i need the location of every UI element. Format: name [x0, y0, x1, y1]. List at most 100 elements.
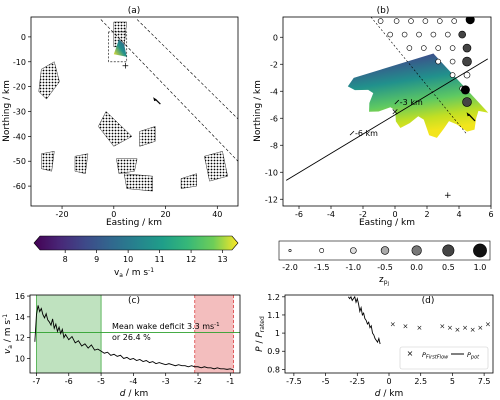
d-xtick-label: 7.5: [478, 377, 491, 386]
b-turbine-marker: [451, 18, 458, 24]
d-firstflow-point: ×: [477, 324, 483, 332]
size-legend-items: -2.0 -1.5 -1.0 -0.5 0.0 0.5 1.0: [282, 243, 487, 272]
size-legend-tick: -1.5: [314, 263, 330, 272]
b-xtick-label: 6: [488, 210, 493, 219]
a-ytick-label: -60: [13, 182, 26, 191]
a-wind-arrow-head: [153, 97, 158, 102]
c-xtick-label: -7: [32, 377, 40, 386]
d-xtick-label: 0: [386, 377, 391, 386]
d-firstflow-point: ×: [417, 324, 423, 332]
colorbar-label: va / m s-1: [114, 267, 154, 279]
c-ytick-label: 12: [15, 334, 25, 343]
panel-c: (c) -7 -6 -5 -4 -3 -2 -1 10 12 14 16 Mean wake de…: [2, 292, 241, 399]
b-turbine-marker: [420, 45, 427, 51]
a-overlays: +: [100, 19, 238, 162]
size-legend: -2.0 -1.5 -1.0 -0.5 0.0 0.5 1.0 zpj: [278, 240, 491, 287]
c-shaded-region: [194, 295, 234, 373]
b-turbine-large: [460, 85, 470, 95]
b-turbine-marker: [406, 45, 413, 51]
b-ytick-label: -8: [270, 141, 278, 150]
d-firstflow-point: ×: [403, 322, 409, 330]
b-turbine-marker: [377, 18, 384, 24]
c-ytick-label: 16: [15, 292, 25, 301]
colorbar-tick-label: 8: [63, 255, 68, 264]
b-xtick-label: 0: [392, 210, 397, 219]
size-legend-marker: [288, 249, 292, 253]
b-ytick-label: -6: [270, 114, 278, 123]
c-xtick-label: -6: [65, 377, 73, 386]
b-turbine-marker: [387, 31, 394, 38]
a-ytick-label: -50: [13, 157, 26, 166]
panel-d-label: (d): [422, 296, 435, 306]
b-turbine-marker: [430, 31, 437, 38]
a-marker-plus: +: [122, 61, 130, 71]
b-turbine-marker: [401, 31, 408, 38]
b-turbine-marker: [449, 58, 456, 65]
a-wind-farm-sw2: [74, 153, 89, 174]
size-legend-tick: 1.0: [474, 263, 487, 272]
a-ytick-label: -20: [13, 83, 26, 92]
c-x-axis-label: d / km: [120, 389, 148, 399]
a-wind-farm-se1: [180, 173, 197, 189]
c-annotation-line2: or 26.4 %: [112, 333, 151, 342]
b-turbine-marker: [462, 43, 472, 53]
b-turbine-marker: [458, 30, 467, 39]
colorbar-tick-label: 9: [94, 255, 99, 264]
d-legend-frame: [399, 346, 489, 370]
b-axes-frame: [282, 16, 492, 207]
colorbar-bar: [33, 235, 239, 251]
size-legend-marker: [319, 248, 325, 253]
b-annotation-tick: [394, 99, 400, 105]
d-legend-label-firstflow: PFirstFlow: [422, 351, 449, 361]
a-ytick-label: -10: [13, 58, 26, 67]
a-ytick-label: -30: [13, 108, 26, 117]
b-annotation-tick: [349, 130, 355, 136]
d-xtick-label: 2.5: [414, 377, 427, 386]
c-xtick-label: -5: [97, 377, 105, 386]
a-x-axis-label: Easting / km: [106, 218, 162, 228]
d-xtick-label: -7.5: [286, 377, 302, 386]
d-ytick-label: 1: [275, 329, 280, 338]
b-transect-line: [285, 58, 489, 181]
a-corridor-line: [136, 19, 238, 120]
d-content: × × × × × × × × × ×: [348, 295, 491, 345]
a-y-ticks: 0 -10 -20 -30 -40 -50 -60: [13, 33, 31, 191]
d-firstflow-point: ×: [485, 321, 491, 329]
panel-d: × × × × × × × × × × (d) -7.5 -5 -2.5 0 2.5 5 7.5 0.80.9…: [255, 293, 494, 399]
c-xtick-label: -4: [129, 377, 137, 386]
b-turbine-marker: [444, 31, 451, 38]
b-content: -3 km -6 km × +: [285, 17, 489, 201]
d-legend-label-pot: Ppot: [467, 351, 480, 361]
b-xtick-label: -2: [359, 210, 367, 219]
b-annotation-label: -6 km: [355, 129, 378, 138]
colorbar-ticks: 8 9 10 11 12 13: [63, 250, 228, 264]
d-ytick-label: 0.9: [267, 347, 280, 356]
b-turbine-marker: [393, 18, 400, 24]
colorbar: 8 9 10 11 12 13 va / m s-1: [33, 235, 239, 279]
b-xtick-label: 2: [424, 210, 429, 219]
b-corridor-line: [370, 17, 468, 135]
colorbar-tick-label: 10: [123, 255, 133, 264]
b-xtick-label: -4: [327, 210, 335, 219]
b-ytick-label: -10: [265, 168, 278, 177]
size-legend-tick: 0.5: [442, 263, 455, 272]
b-turbine-marker: [408, 18, 414, 24]
d-firstflow-point: ×: [462, 324, 468, 332]
panel-a-label: (a): [128, 6, 141, 16]
a-wind-farm-sw1: [41, 151, 55, 172]
a-ytick-label: -40: [13, 132, 26, 141]
d-legend-marker-firstflow: ×: [407, 349, 414, 358]
size-legend-tick: -0.5: [377, 263, 393, 272]
a-wind-farm-s1: [116, 158, 138, 174]
b-marker-x: ×: [391, 108, 399, 118]
a-wind-farm-s2: [123, 173, 153, 192]
size-legend-tick: -1.0: [346, 263, 362, 272]
d-x-ticks: -7.5 -5 -2.5 0 2.5 5 7.5: [286, 373, 490, 386]
b-turbine-marker: [435, 58, 442, 65]
b-turbine-large: [465, 17, 475, 25]
c-y-axis-label: va / m s-1: [2, 314, 14, 354]
b-marker-plus: +: [444, 191, 452, 201]
a-xtick-label: 0: [111, 210, 116, 219]
d-y-axis-label: P / Prated: [255, 316, 266, 352]
